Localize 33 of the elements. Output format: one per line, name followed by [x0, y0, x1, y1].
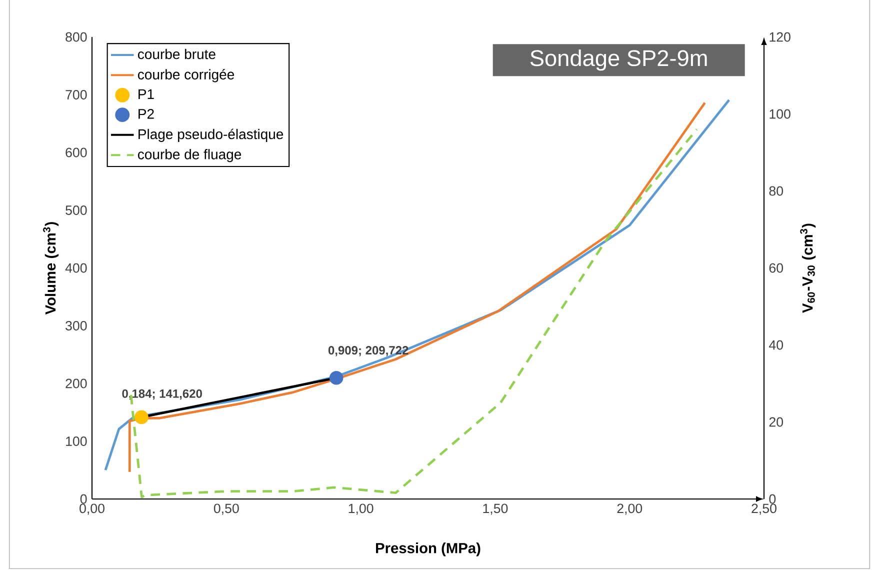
- legend-label: Plage pseudo-élastique: [138, 128, 284, 142]
- y-tick-label: 200: [66, 378, 87, 388]
- y2-axis-title: V$_{60}$-V$_{30}$ (cm$^{3}$): [800, 224, 816, 313]
- legend-label: courbe corrigée: [138, 69, 234, 82]
- x-tick-label: 1,00: [348, 504, 374, 515]
- data-label: 0,184; 141,620: [122, 389, 202, 400]
- x-tick-label: 1,50: [483, 504, 508, 515]
- y-tick-label: 300: [66, 321, 87, 330]
- x-tick-label: 2,00: [617, 504, 642, 515]
- y2-tick-label: 60: [769, 263, 784, 273]
- y-tick-label: 400: [65, 263, 87, 273]
- x-tick-label: 0,00: [80, 504, 104, 515]
- y-tick-label: 700: [66, 90, 87, 100]
- y2-tick-label: 100: [770, 109, 790, 119]
- y-axis-title: Volume (cm$^{3}$): [43, 222, 59, 315]
- y2-tick-label: 20: [769, 417, 784, 427]
- legend-label: P1: [138, 89, 154, 99]
- text: Sondage SP2-9m: [530, 50, 707, 71]
- y2-tick-label: 120: [770, 32, 790, 42]
- legend-label: courbe brute: [138, 48, 216, 60]
- y-tick-label: 500: [66, 206, 87, 215]
- y-tick-label: 800: [66, 32, 87, 42]
- y-tick-label: 100: [66, 436, 87, 446]
- legend-label: P2: [138, 108, 154, 119]
- x-tick-label: 0,50: [214, 504, 239, 515]
- x-tick-label: 2,50: [752, 504, 776, 515]
- y2-tick-label: 80: [769, 186, 784, 196]
- y2-tick-label: 0: [769, 494, 776, 504]
- x-axis-title: Pression (MPa): [376, 542, 480, 556]
- legend-label: courbe de fluage: [138, 149, 242, 162]
- y2-tick-label: 40: [769, 340, 784, 350]
- y-tick-label: 600: [66, 148, 87, 158]
- y-tick-label: 0: [80, 494, 87, 504]
